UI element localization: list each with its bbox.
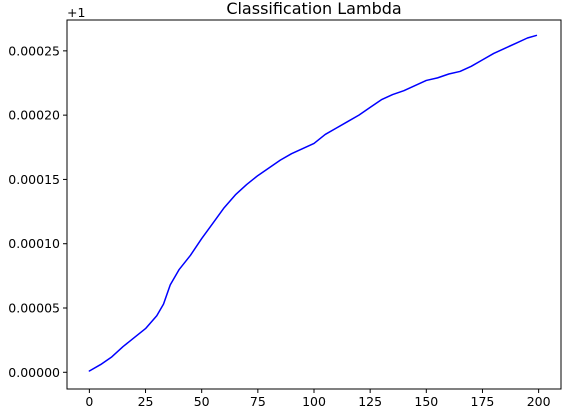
chart-title: Classification Lambda	[226, 0, 401, 18]
x-tick-label: 50	[194, 394, 210, 409]
x-tick-label: 125	[358, 394, 382, 409]
y-tick-label: 0.00005	[8, 301, 60, 316]
y-axis: 0.00000 0.00005 0.00010 0.00015 0.00020 0.000…	[8, 43, 67, 380]
plot-background	[67, 20, 561, 389]
x-tick-label: 175	[471, 394, 495, 409]
y-tick-label: 0.00000	[8, 365, 60, 380]
y-tick-label: 0.00025	[8, 43, 60, 58]
y-tick-label: 0.00015	[8, 172, 60, 187]
x-tick-label: 25	[138, 394, 154, 409]
y-tick-label: 0.00020	[8, 108, 60, 123]
x-axis: 0 25 50 75 100 125 150 175 200	[85, 389, 551, 409]
x-tick-label: 75	[250, 394, 266, 409]
y-offset-label: +1	[67, 5, 85, 20]
x-tick-label: 100	[302, 394, 326, 409]
series-layer	[88, 34, 538, 372]
x-tick-label: 200	[527, 394, 551, 409]
series-line-0	[88, 34, 538, 372]
x-tick-label: 0	[85, 394, 93, 409]
y-tick-label: 0.00010	[8, 236, 60, 251]
x-tick-label: 150	[414, 394, 438, 409]
